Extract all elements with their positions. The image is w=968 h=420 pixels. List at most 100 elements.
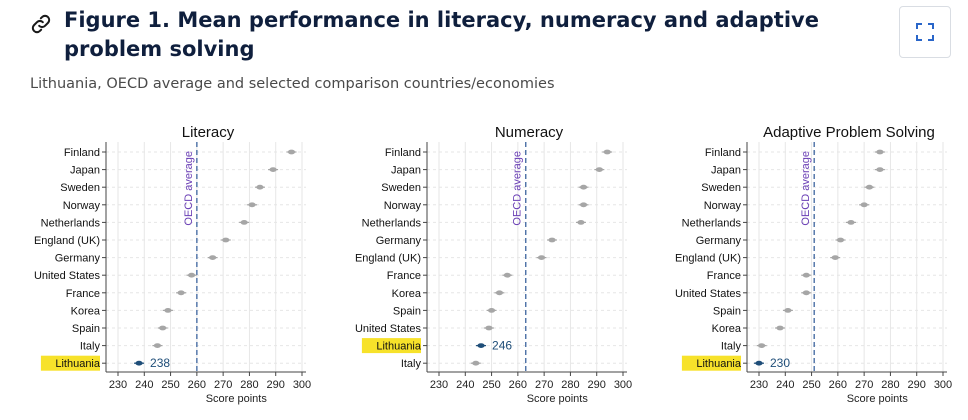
x-tick-label: 270 xyxy=(535,379,553,391)
category-label: Italy xyxy=(80,341,101,353)
category-label: Japan xyxy=(711,165,741,177)
highlight-value-label: 238 xyxy=(150,356,170,370)
category-label: United States xyxy=(355,323,422,335)
chart-panel-2: Numeracy 230 240 250 260 270 280 290 300 Score po… xyxy=(355,124,632,405)
category-label: Spain xyxy=(72,323,100,335)
highlight-value-label: 230 xyxy=(770,356,790,370)
category-label: Lithuania xyxy=(376,341,422,353)
x-tick-label: 270 xyxy=(214,379,232,391)
x-tick-label: 250 xyxy=(802,379,820,391)
x-tick-label: 280 xyxy=(240,379,258,391)
data-point xyxy=(537,255,546,260)
x-tick-label: 230 xyxy=(750,379,768,391)
oecd-average-label: OECD average xyxy=(800,151,812,226)
category-label: England (UK) xyxy=(355,253,421,265)
chart-title: Adaptive Problem Solving xyxy=(763,124,935,141)
category-label: Japan xyxy=(391,165,421,177)
x-tick-label: 290 xyxy=(588,379,606,391)
x-tick-label: 260 xyxy=(829,379,847,391)
category-label: Sweden xyxy=(381,182,421,194)
data-point xyxy=(847,220,855,225)
data-point xyxy=(802,290,810,296)
data-point xyxy=(188,272,196,278)
charts-svg: Literacy 230 240 250 260 270 280 290 300 Score po… xyxy=(34,124,952,405)
highlight-value-label: 246 xyxy=(492,339,512,353)
category-label: Norway xyxy=(384,200,422,212)
data-point xyxy=(831,255,839,260)
data-point xyxy=(577,220,585,225)
category-label: Italy xyxy=(401,358,422,370)
figure-subtitle: Lithuania, OECD average and selected com… xyxy=(30,76,555,92)
x-tick-label: 290 xyxy=(908,379,926,391)
data-point xyxy=(876,149,884,155)
category-label: Germany xyxy=(376,235,422,247)
highlight-background xyxy=(361,338,421,354)
figure-title: Figure 1. Mean performance in literacy, … xyxy=(64,8,819,61)
chart-area: Literacy 230 240 250 260 270 280 290 300 Score po… xyxy=(0,115,968,415)
x-tick-label: 300 xyxy=(614,379,632,391)
data-point xyxy=(256,184,264,190)
data-point xyxy=(159,325,167,331)
data-point xyxy=(876,167,884,172)
x-axis-label: Score points xyxy=(847,393,909,405)
category-label: Netherlands xyxy=(41,217,101,229)
category-label: Norway xyxy=(63,200,101,212)
data-point xyxy=(758,343,766,348)
category-label: Germany xyxy=(55,253,101,265)
highlight-point xyxy=(135,360,143,366)
x-tick-label: 250 xyxy=(161,379,179,391)
category-label: Finland xyxy=(705,147,741,159)
category-label: Sweden xyxy=(701,182,741,194)
x-tick-label: 250 xyxy=(482,379,500,391)
data-point xyxy=(287,149,296,155)
figure-header: Figure 1. Mean performance in literacy, … xyxy=(30,6,890,92)
data-point xyxy=(603,149,611,155)
x-tick-label: 240 xyxy=(776,379,794,391)
x-tick-label: 260 xyxy=(188,379,206,391)
data-point xyxy=(472,360,480,366)
category-label: Spain xyxy=(393,305,421,317)
category-label: Lithuania xyxy=(55,358,101,370)
oecd-average-label: OECD average xyxy=(512,151,524,226)
category-label: Finland xyxy=(64,147,100,159)
data-point xyxy=(548,237,556,243)
highlight-background xyxy=(40,355,100,371)
data-point xyxy=(209,255,217,260)
x-tick-label: 290 xyxy=(267,379,285,391)
link-icon[interactable] xyxy=(30,13,52,35)
data-point xyxy=(802,272,810,278)
category-label: France xyxy=(707,270,741,282)
x-tick-label: 230 xyxy=(109,379,127,391)
category-label: Finland xyxy=(385,147,421,159)
data-point xyxy=(177,290,185,296)
category-label: Netherlands xyxy=(682,217,742,229)
data-point xyxy=(153,343,162,348)
highlight-background xyxy=(681,355,741,371)
data-point xyxy=(487,308,496,313)
data-point xyxy=(269,167,277,172)
category-label: Spain xyxy=(713,305,741,317)
category-label: England (UK) xyxy=(34,235,100,247)
category-label: Lithuania xyxy=(696,358,742,370)
data-point xyxy=(776,325,784,331)
category-label: Netherlands xyxy=(362,217,422,229)
category-label: England (UK) xyxy=(675,253,741,265)
x-tick-label: 280 xyxy=(881,379,899,391)
data-point xyxy=(240,220,248,225)
category-label: Sweden xyxy=(60,182,100,194)
expand-button[interactable] xyxy=(899,6,951,58)
x-tick-label: 230 xyxy=(430,379,448,391)
oecd-average-label: OECD average xyxy=(183,151,195,226)
x-tick-label: 270 xyxy=(855,379,873,391)
expand-icon xyxy=(916,23,934,41)
x-axis-label: Score points xyxy=(206,393,268,405)
chart-panel-1: Literacy 230 240 250 260 270 280 290 300 Score po… xyxy=(34,124,311,405)
category-label: France xyxy=(66,288,100,300)
x-tick-label: 300 xyxy=(293,379,311,391)
data-point xyxy=(860,202,868,208)
category-label: Korea xyxy=(712,323,742,335)
data-point xyxy=(579,184,588,190)
chart-title: Numeracy xyxy=(495,124,564,141)
category-label: Korea xyxy=(71,305,101,317)
data-point xyxy=(485,325,493,331)
